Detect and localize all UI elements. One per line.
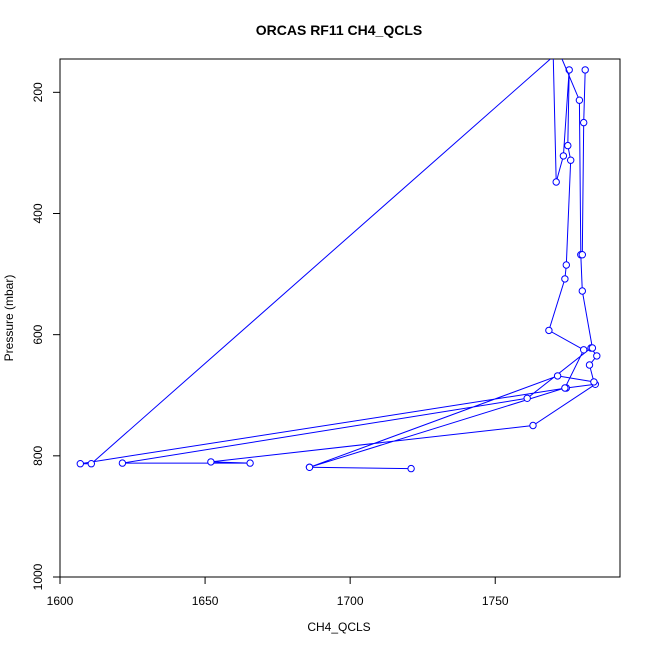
series-layer	[76, 59, 601, 473]
x-axis-label: CH4_QCLS	[307, 620, 370, 634]
y-tick-label: 1000	[31, 563, 45, 590]
data-point	[305, 463, 314, 471]
x-tick-label: 1750	[482, 594, 509, 608]
data-point	[87, 460, 96, 468]
data-point	[580, 346, 588, 354]
x-tick-label: 1700	[337, 594, 364, 608]
data-point	[588, 344, 597, 352]
data-point	[564, 141, 572, 150]
chart-title: ORCAS RF11 CH4_QCLS	[256, 22, 422, 38]
data-point	[578, 251, 586, 259]
x-tick-label: 1600	[47, 594, 74, 608]
data-point	[118, 459, 127, 467]
y-tick-label: 400	[31, 203, 45, 223]
data-point	[593, 352, 601, 360]
data-point	[590, 378, 598, 386]
data-point	[562, 261, 570, 269]
data-point	[567, 156, 575, 164]
data-point	[207, 458, 215, 466]
data-point	[578, 287, 586, 295]
y-tick-label: 800	[31, 445, 45, 465]
data-point	[246, 459, 254, 467]
x-axis: 1600 1650 1700 1750	[47, 576, 509, 608]
data-point	[575, 96, 584, 104]
data-point	[76, 460, 85, 468]
data-point	[553, 372, 562, 380]
data-point	[523, 394, 531, 402]
y-tick-label: 200	[31, 82, 45, 102]
data-point	[561, 384, 569, 392]
data-point	[580, 118, 588, 127]
data-point	[581, 66, 589, 74]
data-point	[585, 361, 594, 369]
data-point	[529, 421, 537, 430]
y-axis-label: Pressure (mbar)	[2, 275, 16, 362]
data-point	[561, 275, 569, 283]
data-point	[407, 464, 415, 473]
x-tick-label: 1650	[192, 594, 219, 608]
data-point	[545, 326, 553, 335]
y-axis: 200 400 600 800 1000	[31, 82, 61, 590]
data-point	[559, 152, 568, 160]
y-tick-label: 600	[31, 324, 45, 344]
data-point	[552, 178, 560, 186]
